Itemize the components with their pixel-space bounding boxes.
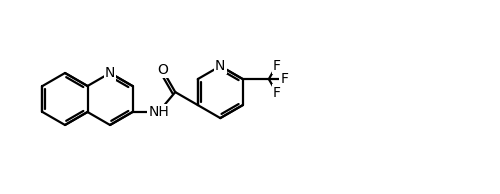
Text: NH: NH <box>148 105 169 119</box>
Text: O: O <box>157 63 168 77</box>
Text: N: N <box>215 59 226 73</box>
Text: N: N <box>105 66 115 80</box>
Text: F: F <box>280 72 288 86</box>
Text: F: F <box>272 86 280 100</box>
Text: F: F <box>272 59 280 73</box>
